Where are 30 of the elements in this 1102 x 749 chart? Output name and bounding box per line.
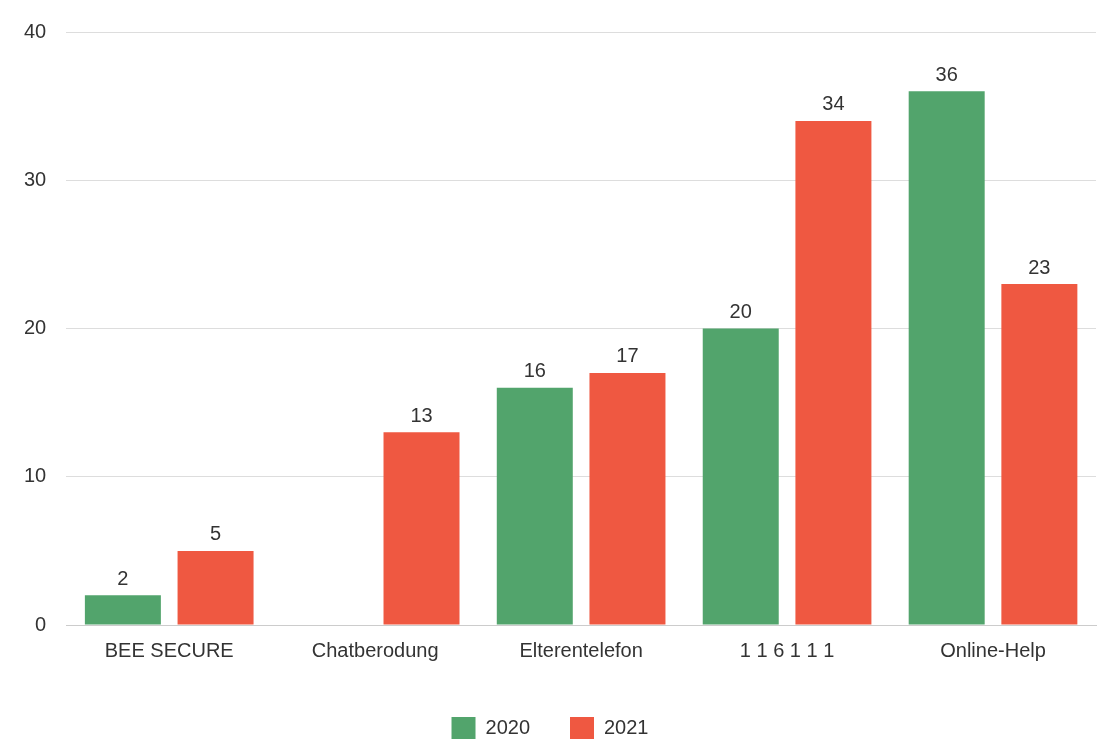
x-tick-label: BEE SECURE [104,638,234,661]
bar [1001,284,1078,625]
legend-label: 2020 [485,715,531,738]
data-label: 2 [117,566,129,589]
bar [908,91,985,625]
bar [496,387,573,625]
data-label: 13 [410,403,433,426]
data-label: 36 [935,62,958,85]
bar [795,120,872,625]
legend-label: 2021 [604,715,649,738]
data-label: 17 [616,344,639,367]
bar [702,328,779,625]
data-label: 23 [1028,255,1051,278]
y-tick-label: 30 [24,167,47,190]
data-label: 5 [210,522,222,545]
bar [589,372,666,625]
y-tick-label: 20 [24,316,47,339]
x-tick-label: Elterentelefon [519,638,643,661]
bar [383,432,460,625]
bar [84,595,161,625]
bar [177,550,254,625]
y-tick-label: 0 [35,612,47,635]
y-tick-label: 40 [24,19,47,42]
x-tick-label: Chatberodung [311,638,439,661]
x-tick-label: 1 1 6 1 1 1 [739,638,835,661]
data-label: 16 [523,359,546,382]
y-tick-label: 10 [24,464,47,487]
x-tick-label: Online-Help [940,638,1046,661]
data-label: 20 [729,300,752,323]
data-label: 34 [822,92,845,115]
